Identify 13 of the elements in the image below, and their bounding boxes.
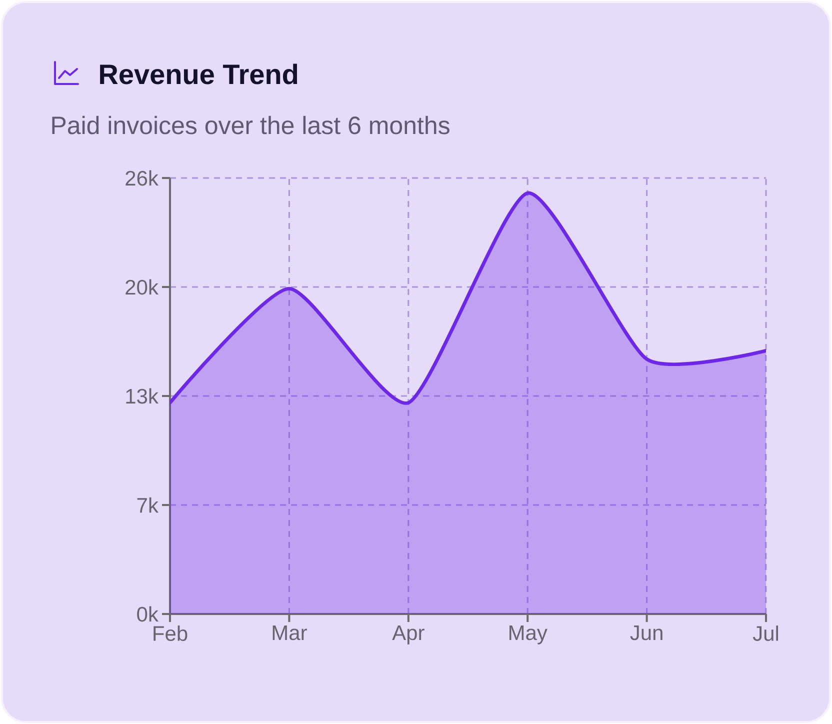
y-tick-label: 0k xyxy=(137,606,158,622)
y-tick-label: 7k xyxy=(137,497,158,513)
x-tick-label: Apr xyxy=(392,626,424,644)
x-tick-label: Mar xyxy=(272,626,307,640)
y-tick-label: 26k xyxy=(126,170,158,186)
x-tick-label: Feb xyxy=(154,626,188,641)
chart-subtitle: Paid invoices over the last 6 months xyxy=(52,116,450,134)
x-tick-label: Jun xyxy=(630,626,662,640)
x-tick-label: Jul xyxy=(752,626,778,641)
y-tick-label: 13k xyxy=(126,388,158,404)
y-tick-label: 20k xyxy=(126,279,158,295)
chart-title: Revenue Trend xyxy=(100,64,298,84)
x-tick-label: May xyxy=(509,626,548,644)
